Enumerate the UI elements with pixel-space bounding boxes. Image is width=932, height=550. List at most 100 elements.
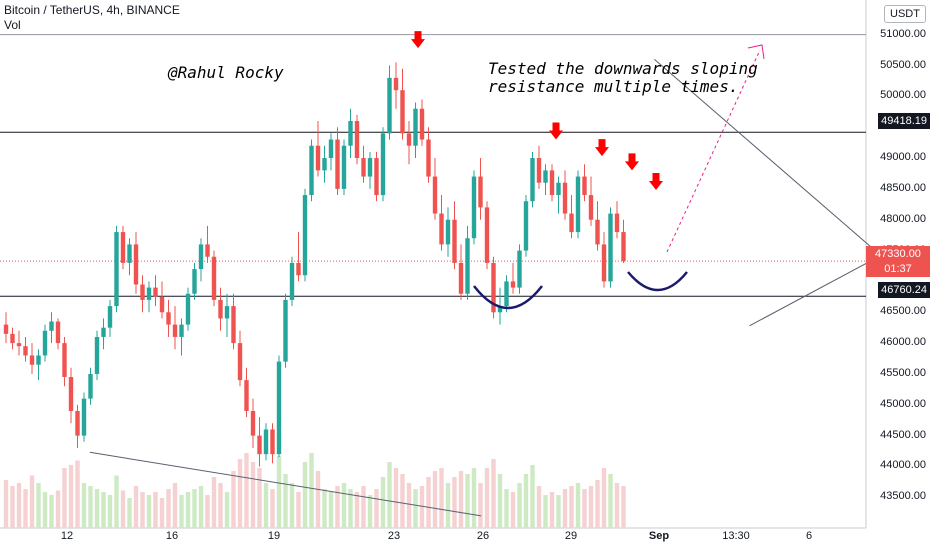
candle-body xyxy=(172,324,178,337)
candle-body xyxy=(263,429,269,455)
volume-bar xyxy=(530,465,535,528)
volume-bar xyxy=(380,477,386,528)
volume-bar xyxy=(543,495,548,528)
volume-bar xyxy=(575,483,581,528)
candle-body xyxy=(296,262,301,276)
candle-body xyxy=(523,201,529,251)
chart-header: Bitcoin / TetherUS, 4h, BINANCE Vol xyxy=(4,3,180,33)
volume-bar xyxy=(23,489,28,528)
candle-body xyxy=(315,145,321,171)
volume-bar xyxy=(471,468,477,528)
volume-bar xyxy=(484,468,490,528)
volume-bar xyxy=(29,475,35,528)
candle-body xyxy=(608,213,613,282)
volume-bar xyxy=(159,498,165,528)
double-bottom-curve-right xyxy=(627,271,688,292)
candle-body xyxy=(16,343,22,347)
volume-bar xyxy=(270,489,275,528)
volume-bar xyxy=(81,483,87,528)
volume-bar xyxy=(16,483,22,528)
candle-body xyxy=(159,296,165,313)
volume-bar xyxy=(205,495,210,528)
bar-countdown-label: 01:37 xyxy=(866,261,930,277)
volume-bar xyxy=(224,492,230,528)
volume-bar xyxy=(322,489,327,528)
candle-body xyxy=(283,299,288,362)
volume-bar xyxy=(114,475,119,528)
support-price-label: 46760.24 xyxy=(878,282,930,298)
price-tick-label: 45500.00 xyxy=(880,366,926,379)
candle-body xyxy=(42,330,48,356)
candle-body xyxy=(445,219,451,245)
candle-body xyxy=(504,281,509,307)
candle-body xyxy=(588,195,594,220)
candle-body xyxy=(101,327,106,337)
candle-body xyxy=(114,232,119,307)
price-tick-label: 45000.00 xyxy=(880,397,926,410)
volume-bar xyxy=(68,465,74,528)
candle-body xyxy=(510,281,516,288)
volume-bar xyxy=(335,486,340,528)
candle-body xyxy=(341,145,347,189)
candle-body xyxy=(471,176,477,239)
candle-body xyxy=(491,262,496,313)
price-tick-label: 44500.00 xyxy=(880,428,926,441)
candle-body xyxy=(309,145,314,196)
volume-bar xyxy=(3,480,9,528)
volume-bar xyxy=(49,495,54,528)
time-tick-label: 6 xyxy=(805,530,813,542)
resistance-test-arrow xyxy=(625,153,639,171)
resistance-test-arrow xyxy=(595,139,609,157)
candle-body xyxy=(484,207,490,263)
volume-bar xyxy=(549,492,555,528)
volume-bar xyxy=(348,489,353,528)
resistance-price-label: 49418.19 xyxy=(878,113,930,129)
candle-body xyxy=(276,361,282,455)
volume-bar xyxy=(192,489,197,528)
descending-resistance-line xyxy=(654,58,882,256)
candle-body xyxy=(452,219,457,263)
candle-body xyxy=(36,355,41,365)
volume-bar xyxy=(478,483,483,528)
candle-body xyxy=(49,321,54,331)
volume-bar xyxy=(179,495,184,528)
price-tick-label: 48500.00 xyxy=(880,181,926,194)
candle-body xyxy=(153,287,158,297)
resistance-test-arrow xyxy=(411,31,425,49)
volume-bar xyxy=(562,489,568,528)
volume-indicator-label[interactable]: Vol xyxy=(4,18,21,32)
candle-body xyxy=(497,306,503,313)
time-tick-label: 19 xyxy=(267,530,281,542)
symbol-title[interactable]: Bitcoin / TetherUS, 4h, BINANCE xyxy=(4,3,180,17)
candle-body xyxy=(29,355,35,365)
volume-bar xyxy=(296,492,301,528)
price-tick-label: 46000.00 xyxy=(880,336,926,349)
volume-bar xyxy=(569,486,574,528)
candle-body xyxy=(68,377,74,411)
volume-bar xyxy=(497,474,503,528)
candle-body xyxy=(569,213,574,233)
resistance-note-line-1: Tested the downwards sloping xyxy=(488,59,758,78)
volume-bar xyxy=(536,486,542,528)
volume-bar xyxy=(94,489,100,528)
candle-body xyxy=(140,284,145,300)
volume-bar xyxy=(153,492,158,528)
volume-bar xyxy=(419,486,425,528)
candle-body xyxy=(335,139,340,189)
candle-body xyxy=(595,219,600,245)
volume-bar xyxy=(289,483,295,528)
currency-badge[interactable]: USDT xyxy=(884,5,926,23)
time-tick-label: 26 xyxy=(476,530,490,542)
volume-bar xyxy=(172,483,178,528)
volume-bar xyxy=(75,460,80,528)
candle-body xyxy=(458,262,464,294)
volume-bar xyxy=(400,474,405,528)
volume-bar xyxy=(244,453,249,528)
volume-bar xyxy=(283,474,288,528)
volume-bar xyxy=(413,489,418,528)
volume-bar xyxy=(62,468,67,528)
volume-bar xyxy=(439,468,444,528)
volume-bar xyxy=(166,489,171,528)
candle-body xyxy=(237,343,243,381)
